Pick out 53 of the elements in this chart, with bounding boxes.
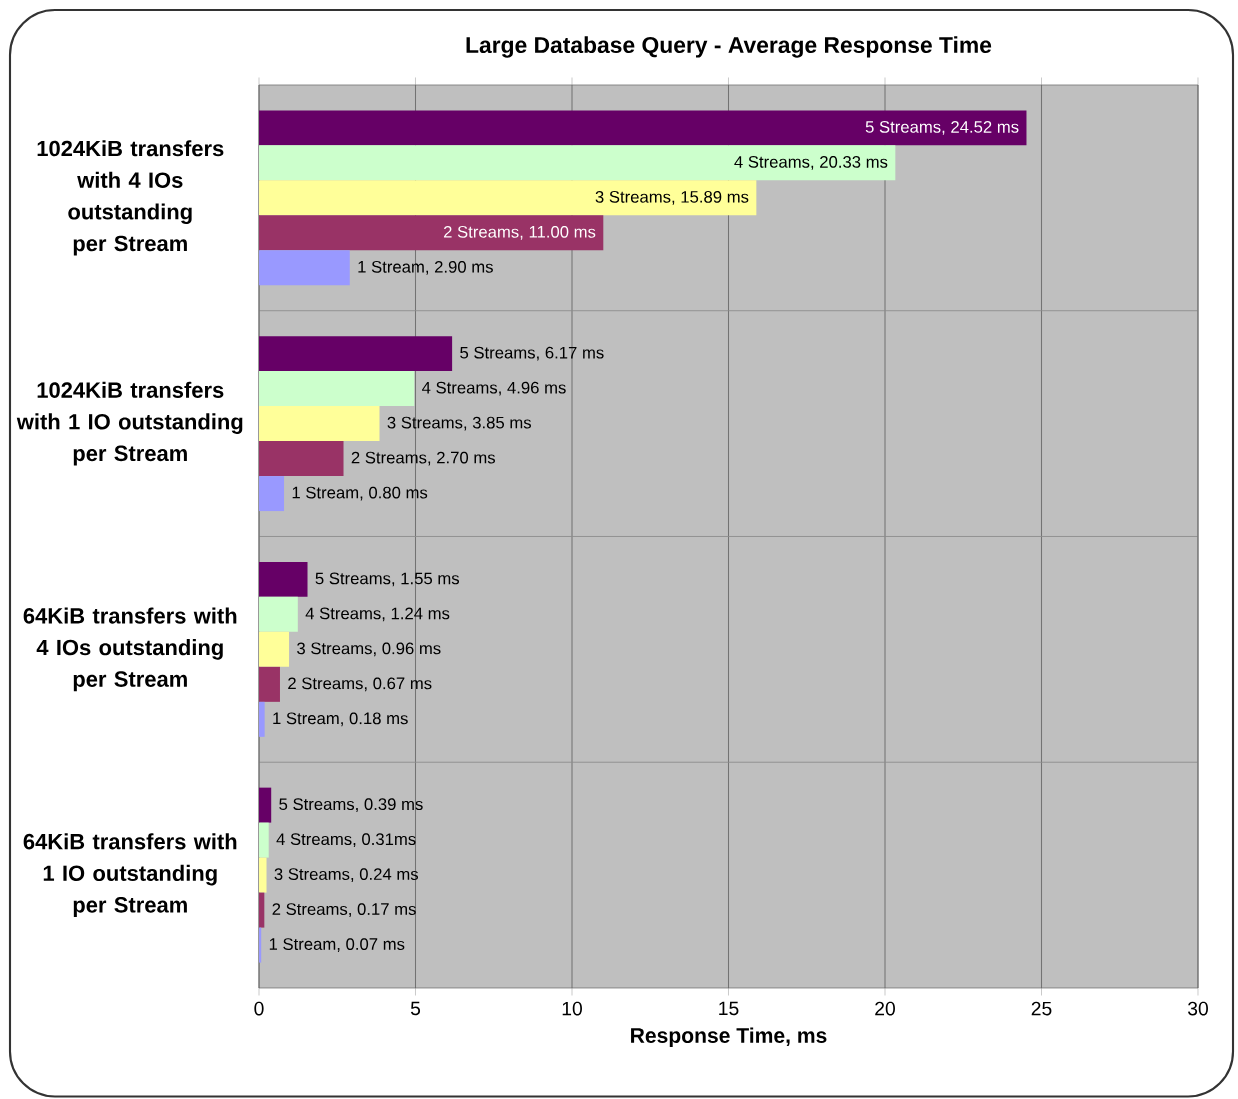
x-tick-label: 5 — [410, 1001, 421, 1016]
data-label: 3 Streams, 0.96 ms — [297, 642, 441, 657]
chart-title: Large Database Query - Average Response Time — [466, 36, 992, 58]
data-label: 5 Streams, 1.55 ms — [315, 572, 460, 587]
bar — [259, 666, 280, 702]
x-tick-label: 30 — [1187, 1001, 1208, 1016]
bar — [259, 596, 298, 632]
bar — [259, 371, 415, 407]
bar — [259, 476, 285, 512]
bar — [259, 406, 380, 442]
bar — [259, 250, 350, 286]
data-label: 4 Streams, 1.24 ms — [305, 607, 450, 622]
bar — [259, 180, 757, 216]
data-label: 4 Streams, 20.33 ms — [734, 155, 888, 170]
x-tick-label: 0 — [254, 1001, 264, 1016]
y-tick-label: 1024KiB transfers with 4 IOs outstanding per Stream — [37, 140, 224, 256]
data-label: 1 Stream, 0.18 ms — [273, 712, 408, 727]
bar — [259, 336, 453, 372]
data-label: 2 Streams, 2.70 ms — [351, 451, 496, 466]
bar — [259, 215, 604, 251]
bar — [259, 857, 267, 893]
data-label: 4 Streams, 0.31ms — [276, 833, 416, 848]
data-label: 2 Streams, 0.17 ms — [272, 903, 416, 918]
x-tick-label: 20 — [875, 1001, 895, 1016]
data-label: 5 Streams, 0.39 ms — [279, 798, 423, 813]
bar — [259, 892, 265, 928]
data-label: 3 Streams, 0.24 ms — [274, 868, 419, 883]
data-label: 2 Streams, 0.67 ms — [288, 677, 432, 692]
x-tick-label: 15 — [719, 1001, 739, 1016]
x-axis-title: Response Time, ms — [631, 1027, 827, 1048]
y-tick-label: 64KiB transfers with 1 IO outstanding per Stream — [23, 833, 237, 917]
y-tick-label: 64KiB transfers with 4 IOs outstanding per Stream — [23, 607, 237, 692]
data-label: 3 Streams, 3.85 ms — [387, 416, 532, 431]
y-tick-label: 1024KiB transfers with 1 IO outstanding per Stream — [16, 381, 243, 466]
data-label: 1 Stream, 0.07 ms — [269, 938, 405, 952]
data-label: 2 Streams, 11.00 ms — [443, 225, 596, 240]
bar — [259, 787, 272, 823]
data-label: 3 Streams, 15.89 ms — [595, 190, 749, 205]
data-label: 4 Streams, 4.96 ms — [422, 381, 566, 396]
bar — [259, 441, 344, 477]
bar — [259, 631, 290, 667]
bar — [259, 927, 262, 963]
bar — [259, 701, 265, 737]
data-label: 5 Streams, 6.17 ms — [460, 346, 604, 361]
data-label: 1 Stream, 0.80 ms — [292, 486, 428, 501]
bar — [259, 145, 896, 181]
data-label: 5 Streams, 24.52 ms — [865, 120, 1019, 135]
bar — [259, 561, 308, 597]
x-tick-label: 25 — [1031, 1001, 1052, 1016]
x-tick-label: 10 — [562, 1001, 582, 1016]
bar — [259, 110, 1027, 146]
bar — [259, 822, 269, 858]
data-label: 1 Stream, 2.90 ms — [358, 260, 493, 275]
